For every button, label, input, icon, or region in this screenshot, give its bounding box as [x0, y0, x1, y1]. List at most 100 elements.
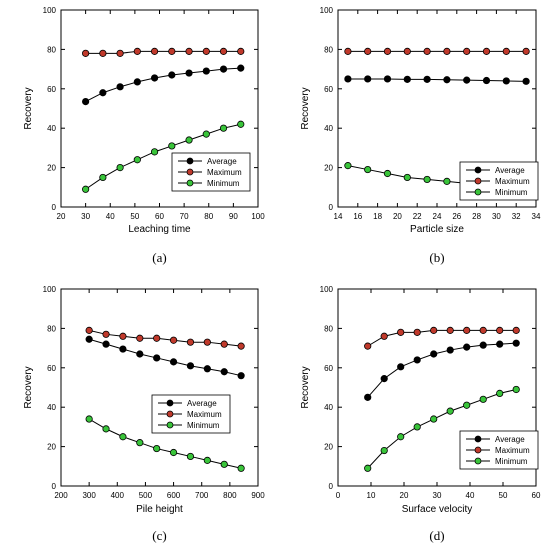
- x-tick-label: 400: [111, 491, 125, 500]
- data-point-average: [463, 343, 471, 351]
- x-tick-label: 14: [334, 212, 343, 221]
- x-tick-label: 40: [106, 212, 115, 221]
- data-point-average: [512, 339, 520, 347]
- data-point-minimum: [85, 415, 93, 423]
- y-tick-label: 40: [47, 124, 56, 133]
- data-point-average: [220, 368, 228, 376]
- x-tick-label: 90: [229, 212, 238, 221]
- data-point-minimum: [423, 175, 431, 184]
- x-axis-label: Surface velocity: [402, 504, 473, 515]
- data-point-average: [446, 346, 454, 354]
- data-point-maximum: [136, 334, 144, 342]
- series-line-average: [367, 342, 517, 398]
- series-line-minimum: [88, 418, 242, 469]
- data-point-average: [136, 350, 144, 358]
- data-point-maximum: [185, 47, 193, 55]
- x-tick-label: 16: [353, 212, 362, 221]
- y-tick-label: 0: [52, 203, 57, 212]
- data-point-maximum: [168, 47, 176, 55]
- legend-label-maximum: Maximum: [495, 177, 530, 186]
- x-tick-label: 20: [57, 212, 66, 221]
- legend-marker-minimum: [186, 179, 194, 187]
- y-tick-label: 100: [43, 6, 57, 15]
- legend-marker-minimum: [474, 188, 482, 196]
- y-tick-label: 80: [324, 45, 333, 54]
- panel-caption: (b): [429, 250, 444, 265]
- y-tick-label: 20: [47, 443, 56, 452]
- x-tick-label: 34: [532, 212, 541, 221]
- legend-label-average: Average: [207, 157, 237, 166]
- legend: Average Maximum Minimum: [171, 152, 251, 192]
- y-tick-label: 60: [324, 85, 333, 94]
- chart-panel-4: 0 10 20 30 40 50 60 0 20 40 60 80 100 Surface velocit…: [300, 285, 541, 543]
- data-point-minimum: [168, 142, 176, 150]
- data-point-maximum: [397, 328, 405, 336]
- x-tick-label: 60: [532, 491, 541, 500]
- data-point-minimum: [116, 164, 124, 172]
- data-point-maximum: [364, 342, 372, 350]
- legend-label-minimum: Minimum: [495, 457, 528, 466]
- data-point-minimum: [202, 130, 210, 138]
- x-tick-label: 40: [466, 491, 475, 500]
- data-point-minimum: [169, 448, 178, 457]
- x-tick-label: 24: [433, 212, 442, 221]
- x-tick-label: 300: [82, 491, 96, 500]
- data-point-maximum: [219, 47, 228, 55]
- data-point-minimum: [397, 433, 405, 441]
- legend-marker-minimum: [166, 421, 174, 429]
- data-point-average: [479, 341, 487, 349]
- data-point-average: [202, 67, 210, 75]
- data-point-average: [403, 75, 411, 83]
- data-point-average: [85, 335, 93, 343]
- legend-marker-maximum: [186, 168, 194, 176]
- y-axis-label: Recovery: [23, 87, 34, 129]
- data-point-average: [102, 340, 110, 348]
- data-point-average: [133, 78, 141, 86]
- data-point-minimum: [512, 385, 520, 394]
- y-tick-label: 0: [329, 203, 334, 212]
- data-point-minimum: [82, 185, 90, 193]
- data-point-minimum: [403, 173, 411, 182]
- panel-caption: (d): [429, 528, 444, 543]
- data-point-maximum: [169, 336, 178, 344]
- x-tick-label: 50: [499, 491, 508, 500]
- legend: Average Maximum Minimum: [459, 161, 539, 201]
- data-point-maximum: [413, 328, 421, 336]
- data-point-average: [185, 69, 193, 77]
- y-tick-label: 40: [324, 124, 333, 133]
- x-tick-label: 10: [367, 491, 376, 500]
- x-tick-label: 30: [492, 212, 501, 221]
- plot-frame: [60, 288, 259, 487]
- data-point-minimum: [430, 415, 438, 423]
- data-point-average: [82, 98, 90, 106]
- data-point-minimum: [364, 165, 372, 174]
- data-point-maximum: [344, 47, 352, 55]
- y-tick-label: 40: [324, 403, 333, 412]
- data-point-maximum: [423, 47, 431, 55]
- x-tick-label: 26: [452, 212, 461, 221]
- legend-marker-average: [474, 166, 482, 174]
- data-point-average: [150, 74, 159, 82]
- data-point-maximum: [133, 47, 141, 55]
- legend-marker-maximum: [166, 410, 174, 418]
- y-tick-label: 100: [320, 6, 334, 15]
- series-line-maximum: [85, 50, 241, 54]
- y-tick-label: 60: [47, 85, 56, 94]
- y-tick-label: 60: [47, 364, 56, 373]
- legend-label-minimum: Minimum: [207, 179, 240, 188]
- legend-marker-maximum: [474, 446, 482, 454]
- legend-marker-minimum: [474, 457, 482, 465]
- data-point-average: [463, 76, 471, 84]
- series-line-maximum: [89, 329, 242, 347]
- data-point-average: [380, 375, 388, 383]
- data-point-maximum: [512, 326, 520, 334]
- data-point-minimum: [344, 162, 352, 170]
- x-tick-label: 600: [167, 491, 181, 500]
- legend: Average Maximum Minimum: [459, 430, 539, 470]
- data-point-average: [119, 345, 127, 353]
- legend-label-maximum: Maximum: [187, 410, 222, 419]
- data-point-maximum: [220, 340, 228, 348]
- data-point-minimum: [119, 433, 127, 441]
- data-point-average: [383, 75, 392, 83]
- data-point-average: [186, 362, 195, 370]
